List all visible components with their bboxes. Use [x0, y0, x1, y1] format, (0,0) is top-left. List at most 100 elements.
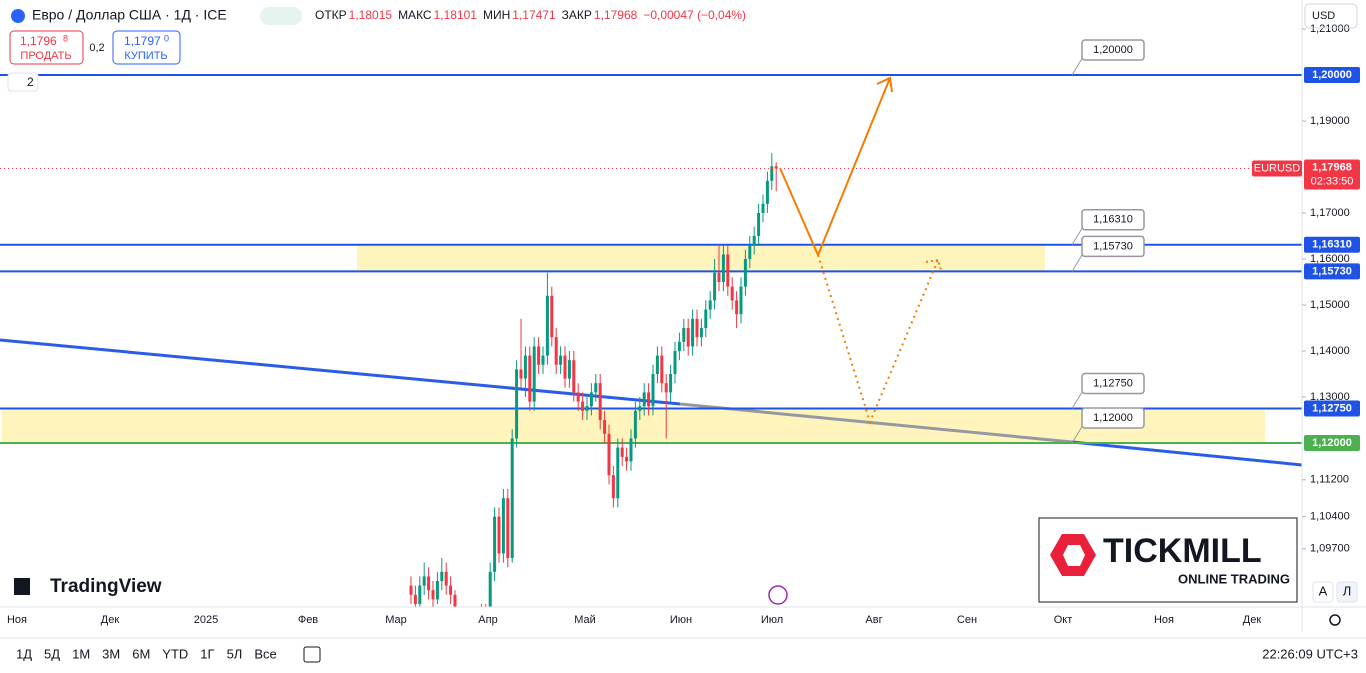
x-tick-label: Май: [574, 614, 596, 626]
currency-box[interactable]: [1304, 3, 1358, 29]
callout-box: [1081, 407, 1145, 429]
level-label: 1,12000: [1312, 437, 1352, 449]
candle-body: [730, 286, 734, 301]
ohlc-label: ЗАКР: [562, 8, 592, 22]
candle-body: [611, 475, 615, 499]
sell-button[interactable]: [9, 30, 84, 65]
countdown: 02:33:50: [1311, 175, 1354, 187]
ohlc-label: ОТКР: [315, 8, 347, 22]
tickmill-mark-inner: [1063, 545, 1085, 566]
ohlc-label: МИН: [483, 8, 510, 22]
range-button[interactable]: 1Г: [200, 646, 214, 661]
scale-button[interactable]: [1312, 581, 1334, 603]
scale-button[interactable]: [1336, 581, 1358, 603]
currency: USD: [1312, 10, 1335, 22]
level-label-box: [1304, 435, 1360, 452]
candle-body: [471, 622, 474, 627]
candle-body: [699, 327, 703, 338]
x-tick-label: Авг: [865, 614, 882, 626]
range-button[interactable]: 3М: [102, 646, 120, 661]
ohlc-label: МАКС: [398, 8, 432, 22]
ohlc-value: 1,18015: [349, 8, 393, 22]
buy-button[interactable]: [112, 30, 181, 65]
buy-sup: 0: [164, 33, 169, 43]
spread: 0,2: [89, 42, 104, 54]
level-label-box: [1304, 236, 1360, 253]
symbol-label: EURUSD: [1254, 162, 1301, 174]
y-tick-label: 1,11200: [1310, 474, 1349, 486]
range-button[interactable]: 1Д: [16, 646, 32, 661]
callout-stem: [1071, 390, 1084, 409]
candle-body: [642, 392, 646, 407]
candle-body: [559, 355, 563, 365]
date-range-icon[interactable]: [303, 646, 321, 663]
change: −0,00047 (−0,04%): [643, 8, 746, 22]
candle-body: [704, 309, 708, 328]
candle-body: [651, 373, 655, 407]
indicator-toggle[interactable]: [7, 72, 39, 92]
level-label: 1,15730: [1312, 265, 1352, 277]
candle-body: [545, 295, 549, 356]
candle-body: [589, 392, 593, 407]
candle-body: [598, 383, 602, 421]
x-tick-label: Апр: [478, 614, 497, 626]
candle-body: [510, 438, 514, 559]
tv-logo-mark: [14, 578, 30, 595]
candle-body: [748, 245, 752, 259]
candle-body: [427, 576, 431, 591]
ohlc-value: 1,17968: [594, 8, 638, 22]
callout-label: 1,20000: [1093, 44, 1133, 56]
range-button[interactable]: 6М: [132, 646, 150, 661]
candle-body: [422, 576, 426, 586]
candle-body: [638, 406, 642, 411]
settings-icon[interactable]: [1329, 614, 1341, 626]
candle-body: [686, 327, 690, 347]
candle-body: [761, 203, 765, 213]
candle-body: [647, 392, 651, 407]
candle-body: [532, 346, 536, 402]
alert-icon[interactable]: [768, 585, 788, 605]
candle-body: [774, 166, 778, 169]
price-label: 1,17968: [1312, 161, 1352, 173]
candle-body: [713, 272, 717, 301]
candle-body: [660, 355, 664, 384]
candle-body: [752, 235, 756, 246]
indicator-count: 2: [27, 75, 34, 89]
level-label: 1,16310: [1312, 239, 1352, 251]
range-button[interactable]: YTD: [162, 646, 188, 661]
buy-label: КУПИТЬ: [124, 50, 167, 62]
sell-sup: 8: [63, 33, 68, 43]
candle-body: [444, 571, 448, 586]
candle-body: [695, 318, 699, 338]
callout-label: 1,15730: [1093, 240, 1133, 252]
range-button[interactable]: 5Л: [227, 646, 243, 661]
candle-body: [550, 295, 554, 338]
candle-body: [655, 355, 659, 374]
y-tick-label: 1,17000: [1310, 207, 1350, 219]
callout-stem: [1071, 424, 1084, 444]
candle-body: [669, 373, 673, 393]
x-tick-label: Ноя: [1154, 614, 1174, 626]
x-tick-label: Сен: [957, 614, 977, 626]
candle-body: [757, 212, 761, 236]
y-tick-label: 1,16000: [1310, 253, 1350, 265]
range-button[interactable]: 1М: [72, 646, 90, 661]
callout-box: [1081, 235, 1145, 258]
candle-body: [735, 300, 739, 315]
level-label-box: [1304, 263, 1360, 280]
tv-logo: TradingView: [50, 576, 162, 597]
x-tick-label: Июн: [670, 614, 692, 626]
candle-body: [726, 254, 730, 287]
level-label: 1,20000: [1312, 69, 1352, 81]
range-button[interactable]: 5Д: [44, 646, 60, 661]
tickmill-tagline: ONLINE TRADING: [1178, 571, 1290, 586]
y-tick-label: 1,14000: [1310, 345, 1350, 357]
candle-body: [506, 498, 510, 559]
x-tick-label: Июл: [761, 614, 783, 626]
range-button[interactable]: Все: [254, 646, 276, 661]
symbol-box: [1252, 160, 1302, 177]
x-tick-label: Окт: [1054, 614, 1073, 626]
candle-body: [717, 272, 721, 282]
callout-box: [1081, 39, 1145, 61]
